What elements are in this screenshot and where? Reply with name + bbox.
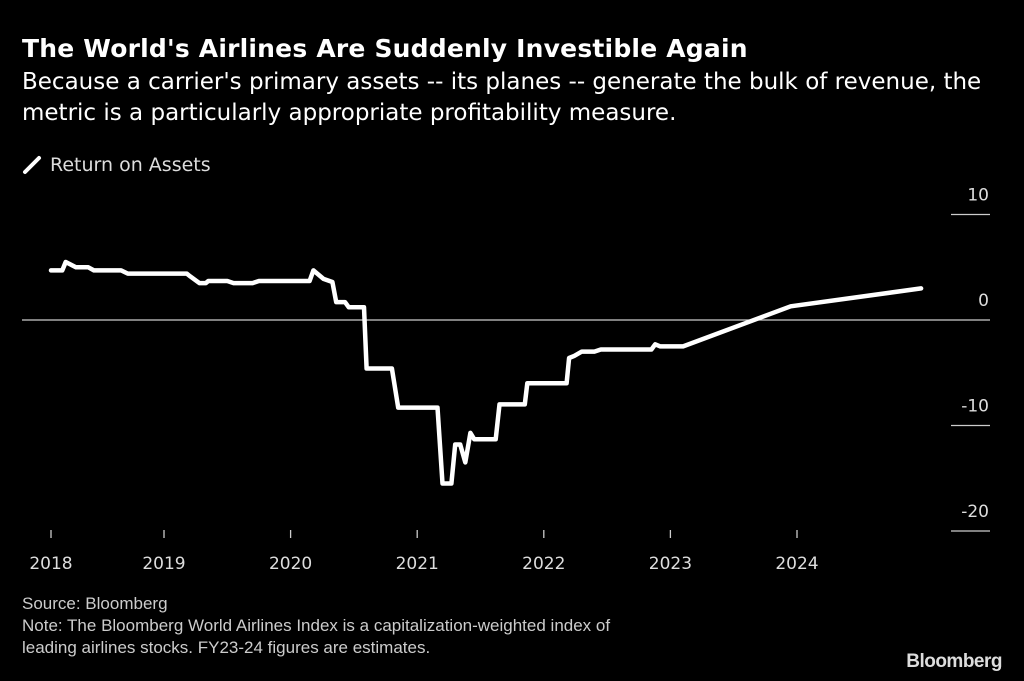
x-tick-label: 2022	[522, 554, 565, 574]
y-tick-label: 10	[967, 186, 989, 206]
note-text-line1: Note: The Bloomberg World Airlines Index…	[22, 616, 611, 635]
legend-line-icon	[22, 155, 42, 175]
x-tick-label: 2018	[29, 554, 72, 574]
x-tick-label: 2019	[142, 554, 185, 574]
y-tick-label: 0	[978, 291, 989, 311]
x-tick-label: 2021	[396, 554, 439, 574]
source-text: Source: Bloomberg	[22, 594, 168, 613]
chart-subtitle: Because a carrier's primary assets -- it…	[22, 69, 982, 126]
series-line-return-on-assets	[48, 259, 924, 486]
chart-title: The World's Airlines Are Suddenly Invest…	[22, 34, 748, 63]
bloomberg-logo: Bloomberg	[906, 651, 1002, 672]
legend: Return on Assets	[22, 154, 211, 176]
x-tick-label: 2023	[649, 554, 692, 574]
footer: Source: Bloomberg Note: The Bloomberg Wo…	[22, 593, 610, 659]
x-tick-label: 2024	[775, 554, 818, 574]
note-text-line2: leading airlines stocks. FY23-24 figures…	[22, 638, 431, 657]
legend-label: Return on Assets	[50, 154, 211, 176]
y-tick-label: -20	[961, 502, 989, 522]
y-tick-label: -10	[961, 397, 989, 417]
x-tick-label: 2020	[269, 554, 312, 574]
